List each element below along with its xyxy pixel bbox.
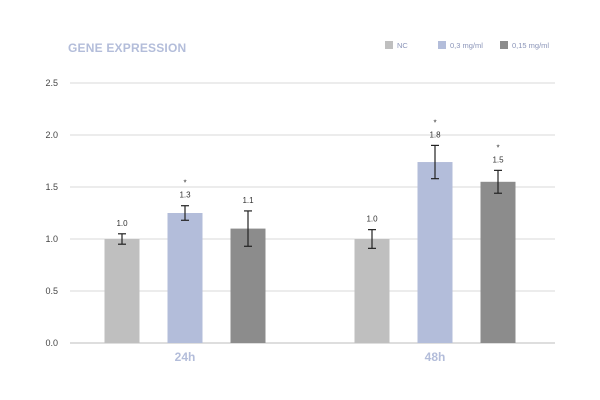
y-tick-label: 0.5 (45, 286, 58, 296)
y-tick-label: 1.5 (45, 182, 58, 192)
error-bar (118, 233, 126, 245)
legend-item: NC (385, 41, 408, 50)
bars (104, 162, 516, 343)
data-labels: 1.0 1.0 1.3 * 1.8 * 1.1 1.5 * (116, 118, 504, 227)
y-tick-label: 1.0 (45, 234, 58, 244)
bar (167, 213, 203, 343)
legend-label: NC (397, 41, 408, 50)
significance-mark: * (496, 143, 499, 152)
data-label: 1.1 (242, 196, 254, 205)
bar (230, 228, 266, 343)
data-label: 1.0 (366, 215, 378, 224)
bar (480, 181, 516, 343)
legend-label: 0,3 mg/ml (450, 41, 483, 50)
bar (104, 239, 140, 343)
legend-item: 0,3 mg/ml (438, 41, 483, 50)
legend-item: 0,15 mg/ml (500, 41, 549, 50)
legend-swatch (385, 41, 393, 49)
error-bar (181, 205, 189, 221)
data-label: 1.0 (116, 219, 128, 228)
legend-swatch (500, 41, 508, 49)
significance-mark: * (433, 118, 436, 127)
legend-label: 0,15 mg/ml (512, 41, 549, 50)
error-bar (431, 144, 439, 180)
x-category-label: 48h (425, 350, 446, 364)
grid-lines (70, 82, 555, 344)
chart-title: GENE EXPRESSION (68, 41, 186, 55)
data-label: 1.3 (179, 191, 191, 200)
data-label: 1.5 (492, 155, 504, 164)
y-tick-label: 2.0 (45, 130, 58, 140)
legend-swatch (438, 41, 446, 49)
bar (354, 239, 390, 343)
error-bar (368, 229, 376, 249)
x-category-label: 24h (175, 350, 196, 364)
error-bar (244, 210, 252, 247)
y-axis: 0.0 0.5 1.0 1.5 2.0 2.5 (45, 78, 58, 348)
x-axis: 24h 48h (175, 350, 446, 364)
error-bars (118, 144, 502, 249)
significance-mark: * (183, 179, 186, 188)
y-tick-label: 0.0 (45, 338, 58, 348)
y-tick-label: 2.5 (45, 78, 58, 88)
legend: NC 0,3 mg/ml 0,15 mg/ml (385, 41, 549, 50)
data-label: 1.8 (429, 130, 441, 139)
error-bar (494, 169, 502, 194)
bar (417, 162, 453, 343)
